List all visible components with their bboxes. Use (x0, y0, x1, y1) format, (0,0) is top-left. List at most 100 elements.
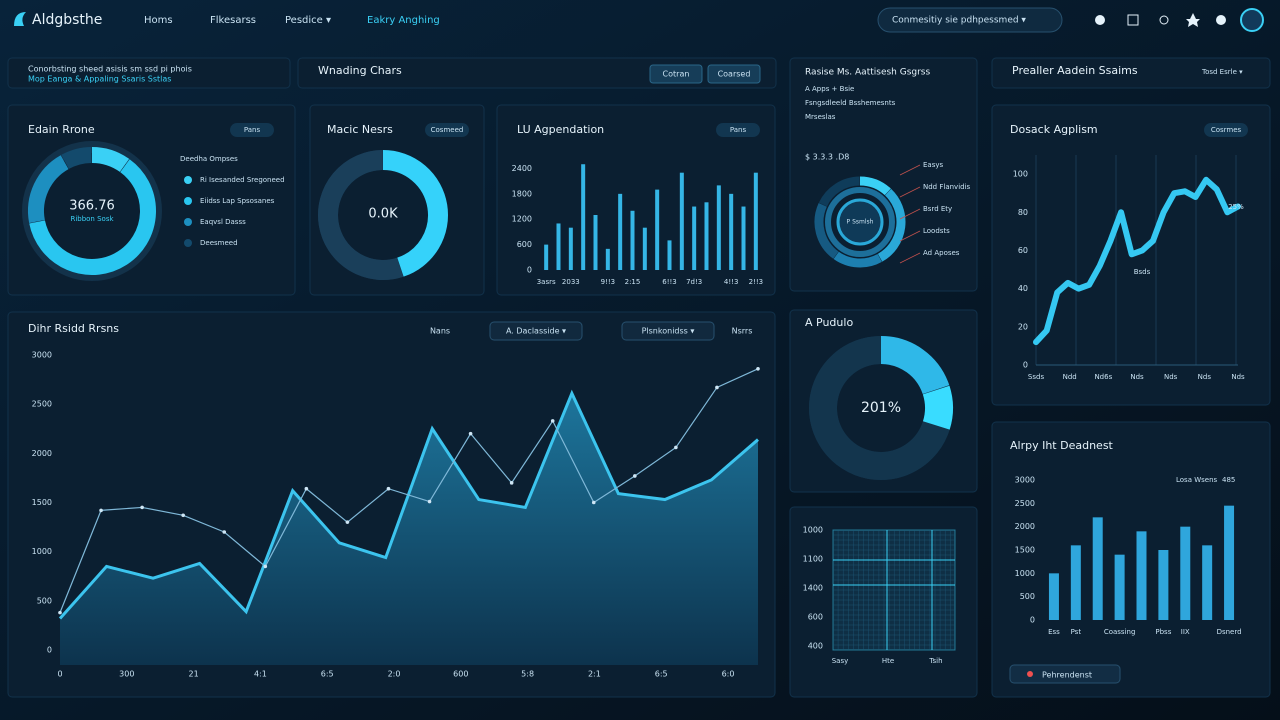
leader (899, 186, 921, 198)
bar (1202, 545, 1213, 620)
donut-segment (859, 176, 891, 196)
badge-text[interactable]: Pans (244, 126, 261, 134)
control[interactable]: A. Daclasside ▾ (506, 327, 566, 336)
badge-text[interactable]: Cosrmes (1211, 126, 1242, 134)
y-tick-label: 40 (1018, 284, 1028, 293)
y-label: 400 (808, 642, 823, 651)
donut-segment (91, 147, 130, 173)
panel-title: Dosack Agplism (1010, 123, 1098, 136)
bar (667, 240, 672, 270)
legend-swatch (184, 197, 192, 205)
slice-label: Bsrd Ety (923, 205, 952, 213)
nav-item[interactable]: Flkesarss (210, 15, 256, 26)
search-text[interactable]: Conmesitiy sie pdhpessmed ▾ (892, 16, 1026, 26)
logo-icon (14, 12, 26, 26)
badge-text[interactable]: Cosmeed (431, 126, 464, 134)
button-text[interactable]: Coarsed (718, 70, 751, 79)
bar (1114, 554, 1125, 620)
y-tick-label: 1200 (512, 215, 532, 224)
slice-label: Loodsts (923, 227, 950, 235)
slice-label: Ndd Flanvidis (923, 183, 971, 191)
point (427, 499, 432, 504)
y-tick-label: 3000 (32, 351, 52, 360)
icon[interactable] (1095, 15, 1105, 25)
nav-item[interactable]: Pesdice ▾ (285, 15, 331, 26)
center-value: 201% (861, 400, 901, 416)
button[interactable] (707, 64, 761, 84)
x-tick-label: 2:15 (625, 278, 641, 286)
center-value: 366.76 (69, 199, 115, 214)
annotation: $ 3.3.3 .D8 (805, 153, 849, 162)
legend-item: Eaqvsl Dasss (200, 218, 246, 226)
dropdown[interactable] (489, 321, 583, 341)
badge[interactable] (1204, 123, 1248, 137)
panel-title: LU Agpendation (517, 123, 604, 136)
y-tick-label: 3000 (1015, 476, 1035, 485)
bar (1180, 526, 1191, 620)
button-text[interactable]: Cotran (663, 70, 690, 79)
button[interactable] (649, 64, 703, 84)
point (263, 564, 268, 569)
annotation: Bsds (1134, 268, 1151, 276)
bar (1136, 531, 1147, 620)
y-tick-label: 500 (1020, 592, 1035, 601)
bar (655, 189, 660, 270)
donut-segment (922, 385, 953, 430)
button-text[interactable]: Pehrendenst (1042, 671, 1092, 680)
y-tick-label: 600 (517, 240, 532, 249)
badge[interactable] (716, 123, 760, 137)
x-tick-label: Coassing (1104, 628, 1136, 636)
badge-text[interactable]: Pans (730, 126, 747, 134)
slice-label: Easys (923, 161, 944, 169)
note: Mop Eanga & Appaling Ssaris Sstlas (28, 75, 171, 84)
status-dot (1027, 671, 1033, 677)
search-box[interactable] (877, 7, 1063, 33)
badge[interactable] (425, 123, 469, 137)
x-tick-label: 6:5 (655, 670, 668, 679)
x-tick-label: Nds (1231, 373, 1245, 381)
bar (753, 172, 758, 270)
button[interactable] (1009, 664, 1121, 684)
legend: Losa Wsens (1176, 476, 1218, 484)
text-line: Mrseslas (805, 113, 836, 121)
y-tick-label: 1000 (1015, 569, 1035, 578)
y-label: 1000 (803, 526, 823, 535)
point (58, 610, 62, 615)
menu[interactable]: Tosd Esrle ▾ (1201, 68, 1243, 76)
legend-swatch (184, 239, 192, 247)
icon[interactable] (1186, 13, 1200, 27)
badge[interactable] (230, 123, 274, 137)
point (181, 513, 185, 518)
point (345, 520, 350, 524)
control[interactable]: Nans (430, 327, 450, 336)
nav-item[interactable]: Eakry Anghing (367, 15, 440, 26)
y-label: 1100 (803, 555, 823, 564)
panel-title: A Pudulo (805, 316, 853, 329)
y-tick-label: 0 (1023, 361, 1028, 370)
y-tick-label: 80 (1018, 208, 1028, 217)
area (60, 393, 758, 665)
donut-segment (382, 150, 448, 277)
x-tick-label: 21 (189, 670, 199, 679)
y-tick-label: 1000 (32, 547, 52, 556)
ring-inner (836, 198, 884, 246)
icon[interactable] (1216, 15, 1226, 25)
y-tick-label: 20 (1018, 322, 1028, 331)
panel (7, 57, 291, 89)
control[interactable]: Nsrrs (732, 327, 753, 336)
x-label: Tsih (928, 657, 942, 665)
x-tick-label: 7d!3 (686, 278, 702, 286)
avatar[interactable] (1240, 8, 1264, 32)
bar (581, 164, 586, 270)
icon[interactable] (1127, 14, 1139, 26)
x-tick-label: 6!!3 (662, 278, 677, 286)
nav-item[interactable]: Homs (144, 15, 173, 26)
dropdown[interactable] (621, 321, 715, 341)
y-label: 1400 (803, 584, 823, 593)
y-tick-label: 500 (37, 596, 52, 605)
icon[interactable] (1159, 15, 1169, 25)
legend-item: Deesmeed (200, 239, 238, 247)
point (304, 486, 309, 491)
control[interactable]: Plsnkonidss ▾ (642, 327, 695, 336)
